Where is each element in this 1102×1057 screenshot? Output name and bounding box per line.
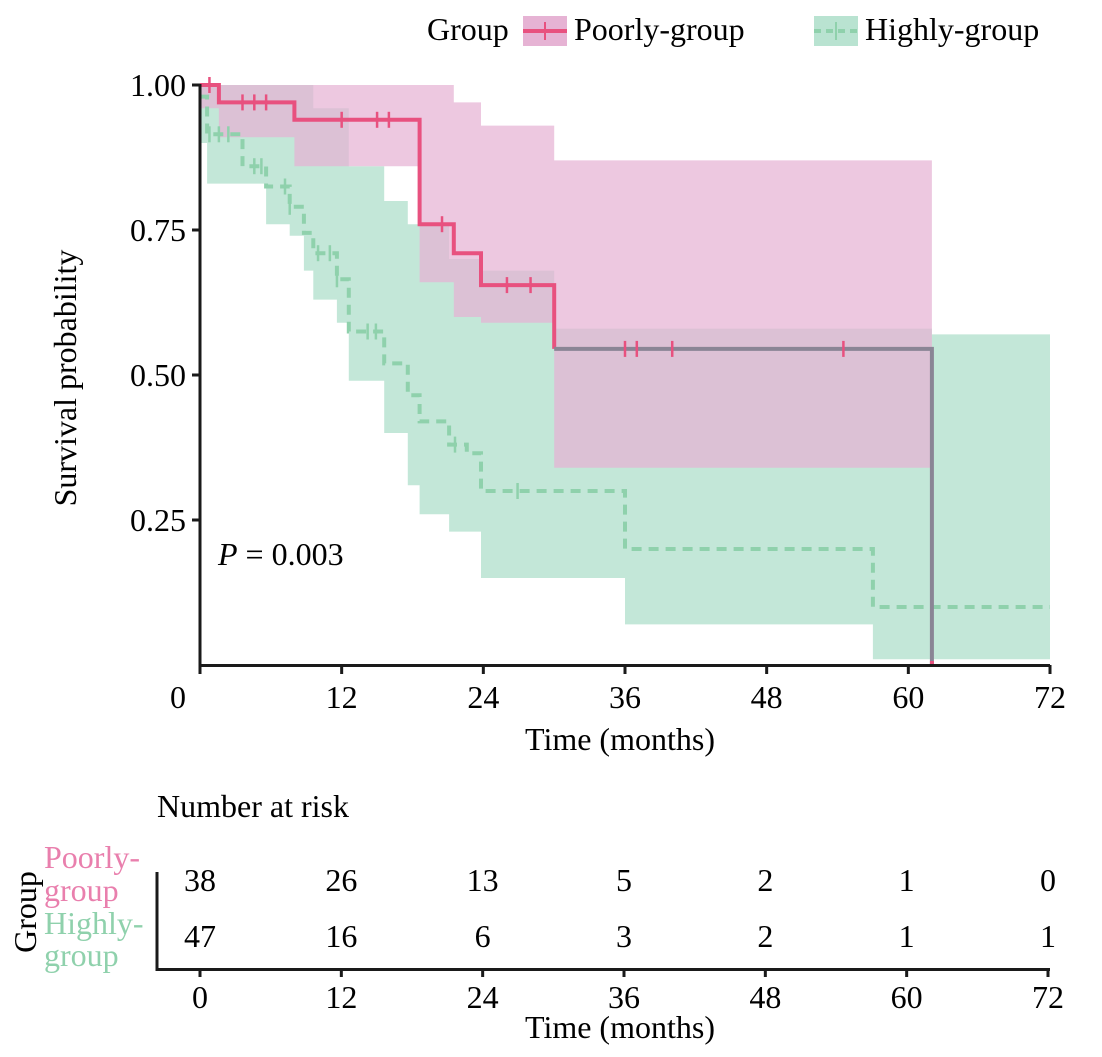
- y-ticks: 0.25 0.50 0.75 1.00: [130, 67, 200, 538]
- x-axis-title: Time (months): [525, 721, 715, 757]
- p-value-label: P: [217, 536, 238, 572]
- risk-cell-poorly-12: 26: [325, 862, 357, 898]
- risk-row-label-highly-2: group: [44, 937, 119, 973]
- risk-cell-highly-60: 1: [899, 918, 915, 954]
- risk-cell-poorly-48: 2: [757, 862, 773, 898]
- legend: Group Poorly-group Highly-group: [427, 11, 1039, 47]
- risk-cell-poorly-0: 38: [184, 862, 216, 898]
- risk-row-label-poorly-2: group: [44, 872, 119, 908]
- x-tick-label-5: 60: [892, 679, 924, 715]
- risk-cell-highly-72: 1: [1040, 918, 1056, 954]
- risk-row-label-poorly-1: Poorly-: [44, 839, 140, 875]
- ci-band-poorly: [200, 85, 932, 468]
- survival-curve-highly: [200, 94, 1050, 609]
- y-tick-label-2: 0.75: [130, 212, 186, 248]
- risk-row-label-highly-1: Highly-: [44, 905, 144, 941]
- legend-label-highly: Highly-group: [865, 11, 1039, 47]
- risk-table-group-label: Group: [7, 871, 43, 953]
- x-tick-label-1: 12: [326, 679, 358, 715]
- y-tick-label-3: 1.00: [130, 67, 186, 103]
- risk-x-tick-label-4: 48: [749, 979, 781, 1015]
- p-value-text: = 0.003: [238, 536, 344, 572]
- risk-cell-poorly-60: 1: [899, 862, 915, 898]
- x-tick-label-3: 36: [609, 679, 641, 715]
- risk-cell-highly-0: 47: [184, 918, 216, 954]
- risk-cell-highly-12: 16: [325, 918, 357, 954]
- risk-table: Number at risk Group Poorly- group Highl…: [7, 788, 1064, 1045]
- risk-x-tick-label-1: 12: [325, 979, 357, 1015]
- risk-x-tick-label-3: 36: [608, 979, 640, 1015]
- risk-cell-poorly-72: 0: [1040, 862, 1056, 898]
- x-tick-label-0: 0: [170, 679, 186, 715]
- legend-key-highly: [814, 16, 858, 46]
- x-ticks: 0 12 24 36 48 60 72: [170, 665, 1066, 715]
- risk-x-tick-label-2: 24: [467, 979, 499, 1015]
- x-tick-label-6: 72: [1034, 679, 1066, 715]
- x-tick-label-2: 24: [467, 679, 499, 715]
- survival-curve-poorly-tail: [554, 346, 934, 665]
- risk-cell-poorly-24: 13: [467, 862, 499, 898]
- risk-cell-highly-36: 3: [616, 918, 632, 954]
- risk-cell-highly-24: 6: [475, 918, 491, 954]
- risk-table-ticks: 0 12 24 36 48 60 72: [192, 969, 1064, 1015]
- confidence-bands: [200, 85, 1050, 660]
- legend-label-poorly: Poorly-group: [574, 11, 745, 47]
- risk-x-tick-label-6: 72: [1032, 979, 1064, 1015]
- legend-title: Group: [427, 11, 509, 47]
- x-tick-label-4: 48: [751, 679, 783, 715]
- risk-table-title: Number at risk: [157, 788, 349, 824]
- y-axis-title: Survival probability: [47, 250, 83, 507]
- risk-cell-highly-48: 2: [757, 918, 773, 954]
- risk-table-cells: 38 26 13 5 2 1 0 47 16 6 3 2 1 1: [184, 862, 1056, 954]
- y-tick-label-1: 0.50: [130, 357, 186, 393]
- risk-cell-poorly-36: 5: [616, 862, 632, 898]
- risk-x-tick-label-5: 60: [891, 979, 923, 1015]
- p-value-annotation: P = 0.003: [217, 536, 344, 572]
- risk-x-tick-label-0: 0: [192, 979, 208, 1015]
- legend-key-poorly: [523, 16, 567, 46]
- risk-table-x-axis-title: Time (months): [525, 1009, 715, 1045]
- survival-curve-poorly: [200, 83, 557, 349]
- censor-marks: [208, 77, 845, 499]
- y-tick-label-0: 0.25: [130, 502, 186, 538]
